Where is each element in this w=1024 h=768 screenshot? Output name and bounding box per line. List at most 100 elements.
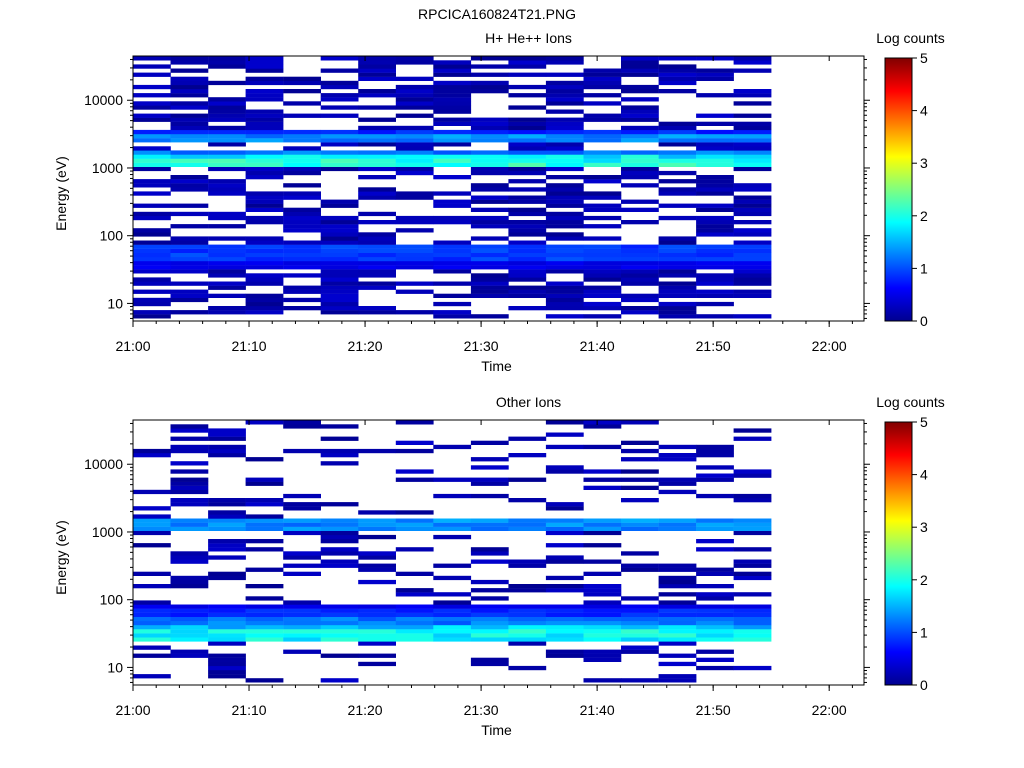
heatmap-cell [283, 240, 321, 245]
heatmap-cell [545, 530, 584, 536]
heatmap-cell [658, 592, 697, 597]
heatmap-cell [133, 211, 171, 217]
heatmap-cell [395, 101, 434, 106]
heatmap-cell [621, 248, 659, 253]
heatmap-cell [621, 469, 659, 474]
heatmap-cell [208, 281, 246, 286]
heatmap-cell [395, 150, 434, 155]
heatmap-cell [245, 138, 284, 143]
heatmap-cell [696, 158, 734, 163]
heatmap-cell [170, 134, 209, 139]
heatmap-cell [733, 281, 772, 286]
heatmap-cell [733, 633, 772, 638]
heatmap-cell [208, 101, 246, 106]
heatmap-cell [545, 620, 584, 626]
y-tick-label: 1000 [92, 160, 123, 176]
heatmap-cell [133, 261, 171, 266]
heatmap-cell [545, 588, 584, 593]
heatmap-cell [733, 436, 772, 441]
heatmap-cell [208, 448, 246, 454]
heatmap-cell [170, 526, 209, 531]
heatmap-cell [545, 195, 584, 200]
heatmap-cell [508, 289, 547, 294]
heatmap-cell [358, 579, 396, 585]
heatmap-cell [433, 629, 472, 634]
heatmap-cell [245, 158, 284, 163]
heatmap-cell [133, 653, 171, 658]
heatmap-cell [733, 629, 772, 634]
heatmap-cell [658, 674, 697, 679]
heatmap-cell [170, 236, 209, 241]
heatmap-cell [545, 575, 584, 581]
heatmap-cell [508, 240, 547, 245]
heatmap-cell [658, 481, 697, 486]
heatmap-cell [470, 547, 509, 552]
heatmap-cell [433, 592, 472, 597]
heatmap-cell [395, 215, 434, 221]
heatmap-cell [245, 498, 284, 503]
heatmap-cell [170, 293, 209, 298]
heatmap-cell [658, 285, 697, 290]
heatmap-cell [470, 289, 509, 294]
heatmap-cell [395, 142, 434, 147]
heatmap-cell [245, 596, 284, 601]
heatmap-cell [621, 633, 659, 638]
heatmap-cell [545, 166, 584, 172]
heatmap-cell [545, 301, 584, 307]
heatmap-cell [320, 293, 359, 298]
heatmap-cell [583, 80, 622, 86]
heatmap-cell [358, 625, 396, 630]
heatmap-cell [320, 150, 359, 155]
heatmap-cell [508, 56, 547, 61]
heatmap-cell [358, 191, 396, 196]
x-tick-label: 21:00 [115, 702, 150, 718]
heatmap-cell [133, 645, 171, 650]
heatmap-cell [696, 68, 734, 73]
heatmap-cell [621, 645, 659, 650]
heatmap-cell [208, 142, 246, 147]
heatmap-cell [320, 158, 359, 163]
heatmap-cell [208, 522, 246, 527]
heatmap-cell [470, 117, 509, 122]
heatmap-cell [545, 608, 584, 613]
heatmap-cell [170, 310, 209, 315]
heatmap-cell [583, 138, 622, 143]
heatmap-cell [545, 506, 584, 511]
heatmap-cell [133, 117, 171, 122]
heatmap-cell [433, 493, 472, 499]
heatmap-cell [320, 424, 359, 429]
heatmap-cell [733, 493, 772, 499]
heatmap-cell [545, 150, 584, 155]
heatmap-cell [283, 555, 321, 560]
x-tick-label: 21:20 [348, 338, 383, 354]
heatmap-cell [133, 277, 171, 282]
heatmap-cell [320, 604, 359, 609]
heatmap-cell [283, 608, 321, 613]
heatmap-cell [583, 653, 622, 658]
x-tick-label: 21:40 [580, 338, 615, 354]
heatmap-cell [696, 134, 734, 139]
heatmap-cell [583, 612, 622, 617]
heatmap-cell [696, 314, 734, 319]
x-axis-label: Time [481, 722, 512, 738]
heatmap-cell [245, 154, 284, 159]
heatmap-cell [545, 236, 584, 241]
heatmap-cell [358, 604, 396, 609]
heatmap-cell [283, 129, 321, 135]
heatmap-cell [545, 265, 584, 270]
heatmap-cell [621, 608, 659, 613]
heatmap-cell [583, 113, 622, 118]
heatmap-cell [696, 473, 734, 478]
heatmap-cell [696, 232, 734, 237]
heatmap-cell [283, 297, 321, 303]
heatmap-cell [208, 285, 246, 290]
heatmap-cell [208, 158, 246, 163]
heatmap-cell [621, 261, 659, 266]
heatmap-cell [395, 256, 434, 262]
heatmap-cell [433, 265, 472, 270]
heatmap-cell [621, 477, 659, 482]
heatmap-cell [245, 64, 284, 69]
heatmap-cell [208, 150, 246, 155]
heatmap-cell [170, 248, 209, 253]
